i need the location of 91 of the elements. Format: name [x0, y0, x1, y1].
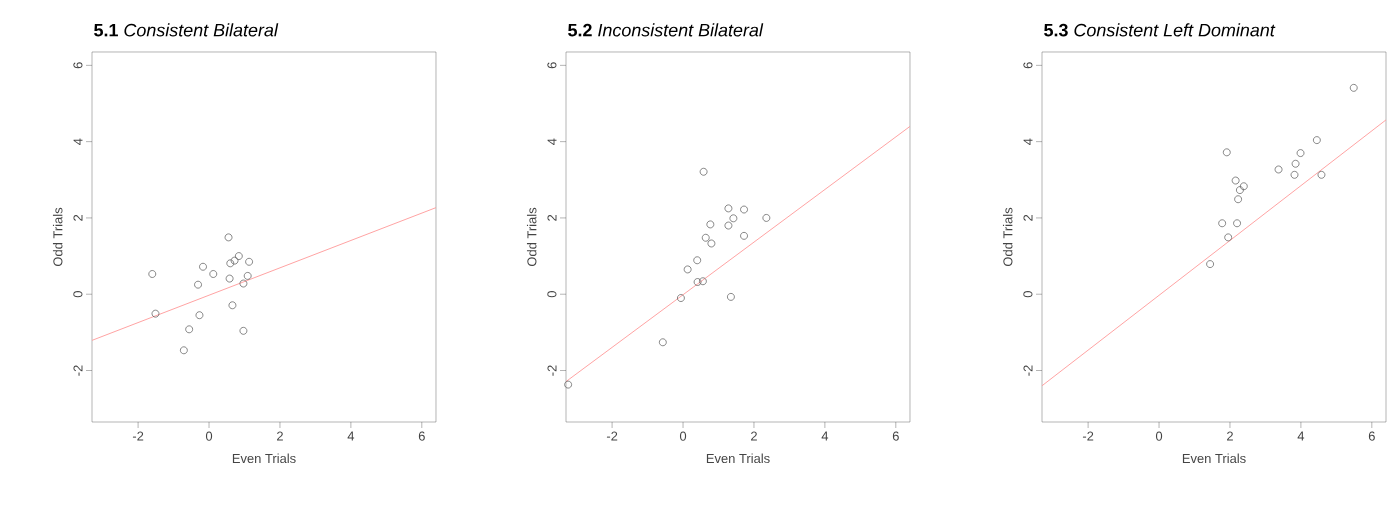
point — [1234, 195, 1242, 204]
x-tick-label: 0 — [1155, 431, 1163, 441]
point — [209, 270, 218, 278]
point — [148, 270, 157, 278]
x-tick-label: 4 — [1297, 431, 1305, 441]
point — [699, 167, 708, 176]
y-tick-label: 2 — [73, 214, 83, 221]
point — [693, 256, 702, 265]
y-tick-label: 4 — [73, 138, 83, 145]
point — [228, 301, 237, 310]
point — [706, 220, 715, 229]
point — [727, 293, 735, 301]
x-axis-title: Even Trials — [232, 453, 296, 464]
point — [683, 265, 692, 274]
y-axis-title: Odd Trials — [1002, 207, 1013, 267]
point — [1290, 170, 1299, 179]
point — [1291, 159, 1300, 168]
y-tick-label: 0 — [1023, 291, 1033, 298]
x-tick-label: 2 — [277, 431, 283, 441]
y-tick-label: 4 — [547, 138, 557, 145]
point — [658, 338, 667, 347]
y-tick-label: -2 — [1023, 365, 1033, 376]
point — [729, 214, 738, 223]
x-axis-title: Even Trials — [1182, 453, 1246, 464]
chart-title: 5.1 Consistent Bilateral — [94, 23, 279, 37]
point — [180, 346, 188, 355]
x-tick-label: 6 — [418, 431, 425, 441]
point — [234, 252, 243, 260]
x-axis-title: Even Trials — [706, 453, 770, 464]
point — [1233, 219, 1241, 228]
point — [677, 294, 685, 302]
point — [1206, 260, 1214, 268]
point — [199, 262, 207, 271]
point — [226, 259, 235, 268]
point — [194, 280, 202, 289]
point — [699, 277, 707, 286]
y-axis-title: Odd Trials — [52, 207, 63, 267]
x-tick-label: 6 — [892, 431, 899, 441]
x-tick-label: 2 — [751, 431, 757, 441]
point — [225, 274, 234, 283]
y-tick-label: 2 — [1023, 214, 1033, 221]
y-tick-label: 6 — [547, 62, 557, 69]
y-tick-label: -2 — [547, 365, 557, 376]
point — [707, 239, 716, 248]
x-tick-label: 0 — [205, 431, 213, 441]
point — [1231, 176, 1240, 185]
point — [1274, 165, 1283, 174]
point — [224, 233, 233, 242]
point — [151, 309, 160, 318]
point — [230, 256, 239, 265]
point — [243, 272, 252, 280]
point — [1349, 84, 1358, 92]
point — [1236, 186, 1244, 194]
point — [239, 326, 248, 335]
point — [1239, 182, 1248, 191]
point — [1296, 149, 1305, 157]
chart-title: 5.2 Inconsistent Bilateral — [568, 23, 764, 37]
x-tick-label: -2 — [1082, 431, 1094, 441]
x-tick-label: -2 — [606, 431, 618, 441]
y-tick-label: -2 — [73, 365, 83, 376]
chart-title: 5.3 Consistent Left Dominant — [1044, 23, 1276, 37]
point — [701, 233, 710, 242]
x-tick-label: 4 — [821, 431, 829, 441]
y-tick-label: 6 — [73, 62, 83, 69]
point — [1313, 136, 1321, 144]
y-axis-title: Odd Trials — [526, 207, 537, 267]
point — [762, 214, 771, 222]
point — [740, 205, 748, 214]
y-tick-label: 4 — [1023, 138, 1033, 145]
point — [724, 204, 733, 213]
point — [1317, 170, 1326, 179]
point — [1224, 233, 1233, 242]
y-tick-label: 6 — [1023, 62, 1033, 69]
x-tick-label: -2 — [132, 431, 144, 441]
x-tick-label: 4 — [347, 431, 355, 441]
point — [185, 325, 194, 334]
point — [693, 278, 702, 286]
y-tick-label: 0 — [73, 291, 83, 298]
point — [239, 279, 248, 288]
x-tick-label: 2 — [1227, 431, 1233, 441]
x-tick-label: 0 — [679, 431, 687, 441]
point — [195, 311, 204, 320]
point — [1218, 219, 1227, 228]
point — [564, 380, 572, 389]
point — [245, 257, 253, 266]
point — [724, 221, 733, 230]
point — [740, 232, 748, 240]
y-tick-label: 0 — [547, 291, 557, 298]
x-tick-label: 6 — [1368, 431, 1375, 441]
y-tick-label: 2 — [547, 214, 557, 221]
point — [1222, 148, 1231, 157]
